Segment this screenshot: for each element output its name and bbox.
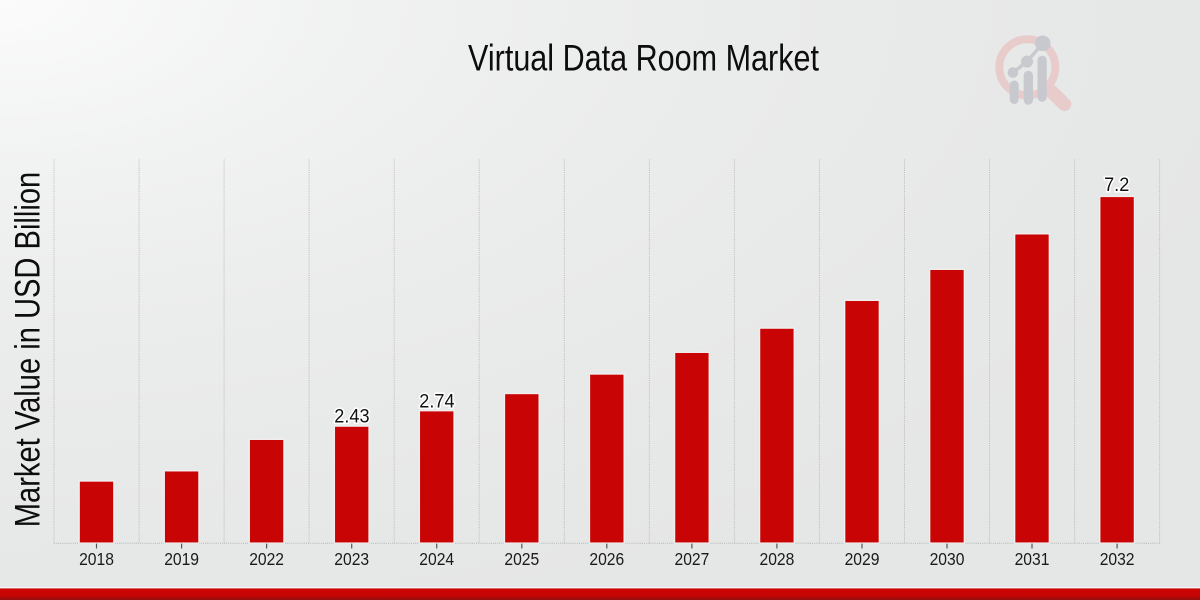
svg-text:2026: 2026: [589, 549, 624, 569]
svg-text:2023: 2023: [334, 549, 369, 569]
svg-text:2024: 2024: [419, 549, 454, 569]
svg-text:2030: 2030: [930, 549, 965, 569]
svg-text:2018: 2018: [79, 549, 114, 569]
svg-text:2032: 2032: [1100, 549, 1135, 569]
svg-text:2019: 2019: [164, 549, 199, 569]
svg-text:Market Value in USD Billion: Market Value in USD Billion: [8, 172, 47, 527]
svg-text:2.74: 2.74: [419, 390, 454, 412]
svg-text:2031: 2031: [1015, 549, 1050, 569]
svg-text:2027: 2027: [674, 549, 709, 569]
svg-text:Virtual Data Room Market: Virtual Data Room Market: [468, 38, 819, 79]
svg-text:2.43: 2.43: [334, 405, 369, 427]
svg-text:2028: 2028: [759, 549, 794, 569]
svg-text:2029: 2029: [845, 549, 880, 569]
svg-text:2022: 2022: [249, 549, 284, 569]
svg-text:7.2: 7.2: [1104, 174, 1129, 196]
svg-text:2025: 2025: [504, 549, 539, 569]
